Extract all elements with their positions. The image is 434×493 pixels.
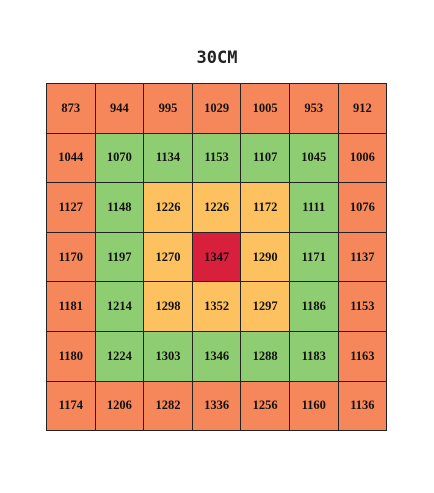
grid-cell: 1076 — [337, 182, 388, 233]
grid-cell: 944 — [94, 83, 145, 134]
grid-cell: 1352 — [191, 281, 242, 332]
grid-cell: 1163 — [337, 330, 388, 382]
grid-cell: 995 — [143, 83, 193, 134]
grid-cell: 1336 — [191, 380, 242, 432]
grid-cell: 953 — [288, 83, 339, 134]
grid-cell: 1226 — [143, 182, 193, 233]
grid-cell: 1045 — [288, 132, 339, 184]
grid-cell: 1006 — [337, 132, 388, 184]
grid-cell: 1134 — [143, 132, 193, 184]
grid-cell: 1180 — [46, 330, 96, 382]
grid-cell: 1153 — [337, 281, 388, 332]
grid-cell: 1186 — [288, 281, 339, 332]
grid-cell: 1197 — [94, 231, 145, 283]
grid-cell: 1107 — [240, 132, 290, 184]
grid-cell: 1005 — [240, 83, 290, 134]
grid-cell: 1183 — [288, 330, 339, 382]
grid-cell: 1136 — [337, 380, 388, 432]
grid-cell: 1070 — [94, 132, 145, 184]
grid-cell: 1174 — [46, 380, 96, 432]
grid-cell: 1224 — [94, 330, 145, 382]
grid-cell: 1298 — [143, 281, 193, 332]
grid-row: 873 944 995 1029 1005 953 912 — [46, 83, 388, 134]
grid-cell: 1148 — [94, 182, 145, 233]
value-grid: 873 944 995 1029 1005 953 912 1044 1070 1134 1153 1… — [46, 83, 388, 432]
grid-cell: 1226 — [191, 182, 242, 233]
grid-cell: 1214 — [94, 281, 145, 332]
grid-cell: 912 — [337, 83, 388, 134]
grid-cell: 1288 — [240, 330, 290, 382]
grid-row: 1180 1224 1303 1346 1288 1183 1163 — [46, 330, 388, 382]
grid-cell: 1270 — [143, 231, 193, 283]
grid-row: 1174 1206 1282 1336 1256 1160 1136 — [46, 380, 388, 432]
grid-row: 1127 1148 1226 1226 1172 1111 1076 — [46, 182, 388, 233]
grid-cell: 1347 — [191, 231, 242, 283]
grid-cell: 1297 — [240, 281, 290, 332]
title: 30CM — [196, 48, 238, 68]
grid-cell: 1137 — [337, 231, 388, 283]
grid-row: 1170 1197 1270 1347 1290 1171 1137 — [46, 231, 388, 283]
grid-cell: 1282 — [143, 380, 193, 432]
grid-row: 1044 1070 1134 1153 1107 1045 1006 — [46, 132, 388, 184]
grid-cell: 1172 — [240, 182, 290, 233]
grid-row: 1181 1214 1298 1352 1297 1186 1153 — [46, 281, 388, 332]
grid-cell: 1111 — [288, 182, 339, 233]
grid-cell: 1290 — [240, 231, 290, 283]
grid-cell: 1171 — [288, 231, 339, 283]
grid-cell: 873 — [46, 83, 96, 134]
grid-cell: 1160 — [288, 380, 339, 432]
grid-cell: 1153 — [191, 132, 242, 184]
grid-cell: 1127 — [46, 182, 96, 233]
grid-cell: 1170 — [46, 231, 96, 283]
grid-cell: 1303 — [143, 330, 193, 382]
grid-cell: 1181 — [46, 281, 96, 332]
grid-cell: 1346 — [191, 330, 242, 382]
grid-cell: 1029 — [191, 83, 242, 134]
grid-cell: 1044 — [46, 132, 96, 184]
grid-cell: 1206 — [94, 380, 145, 432]
grid-cell: 1256 — [240, 380, 290, 432]
